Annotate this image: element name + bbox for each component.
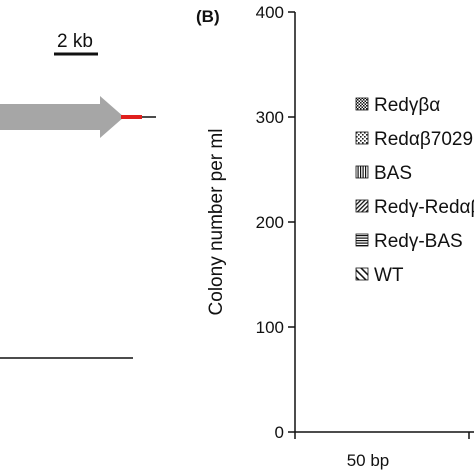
y-tick-label: 300 (256, 108, 284, 127)
scale-bar-label: 2 kb (57, 31, 93, 52)
panel-b: (B) 0 100 200 300 400 50 bp Colony number pe… (196, 3, 474, 470)
legend-label: WT (374, 265, 404, 286)
y-tick-label: 0 (275, 423, 284, 442)
panel-a: 2 kb (0, 31, 156, 359)
y-axis: 0 100 200 300 400 (256, 3, 296, 442)
legend-swatch (355, 165, 369, 179)
legend-swatch (355, 267, 369, 281)
legend-label: Redγ-BAS (374, 231, 463, 252)
legend-label: Redαβ7029 (374, 129, 473, 150)
gene-arrow (0, 96, 124, 138)
panel-label: (B) (196, 7, 220, 26)
legend-swatch (355, 97, 369, 111)
legend: Redγβα Redαβ7029 BAS Redγ-Redαβ7029 Redγ-BAS… (355, 95, 474, 286)
legend-swatch (355, 233, 369, 247)
y-axis-label: Colony number per ml (206, 129, 227, 316)
legend-label: BAS (374, 163, 412, 184)
y-tick-label: 400 (256, 3, 284, 22)
y-tick-label: 100 (256, 318, 284, 337)
x-tick-label: 50 bp (347, 451, 390, 470)
legend-swatch (355, 199, 369, 213)
x-axis: 50 bp (294, 431, 474, 470)
y-tick-label: 200 (256, 213, 284, 232)
legend-swatch (355, 131, 369, 145)
legend-label: Redγ-Redαβ7029 (374, 197, 474, 218)
legend-label: Redγβα (374, 95, 440, 116)
